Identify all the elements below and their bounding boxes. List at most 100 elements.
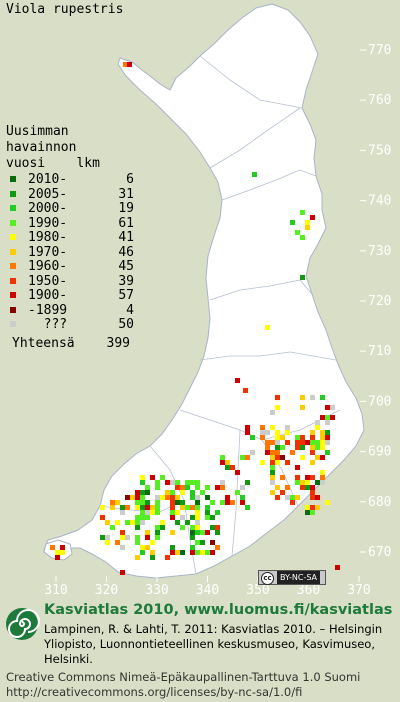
occurrence-square <box>140 505 145 510</box>
occurrence-square <box>310 510 315 515</box>
occurrence-square <box>310 430 315 435</box>
occurrence-square <box>275 455 280 460</box>
occurrence-square <box>245 505 250 510</box>
occurrence-square <box>145 485 150 490</box>
occurrence-square <box>310 215 315 220</box>
occurrence-square <box>220 485 225 490</box>
occurrence-square <box>315 455 320 460</box>
occurrence-square <box>155 485 160 490</box>
legend-total: Yhteensä 399 <box>12 336 130 351</box>
north-tick-label: 670 <box>368 545 391 560</box>
occurrence-square <box>200 530 205 535</box>
occurrence-square <box>205 485 210 490</box>
occurrence-square <box>150 555 155 560</box>
occurrence-square <box>145 515 150 520</box>
occurrence-square <box>170 480 175 485</box>
east-tick-label: 370 <box>347 583 370 598</box>
occurrence-square <box>170 490 175 495</box>
occurrence-square <box>240 500 245 505</box>
occurrence-square <box>252 172 257 177</box>
legend-count: 50 <box>118 317 134 332</box>
occurrence-square <box>295 440 300 445</box>
north-axis: 770 760 750 740 730 720 710 700 690 680 670 <box>360 43 391 560</box>
occurrence-square <box>225 465 230 470</box>
legend-header-2: havainnon <box>6 140 77 155</box>
cc-license-badge[interactable]: cc BY-NC-SA <box>258 570 326 585</box>
occurrence-square <box>325 435 330 440</box>
occurrence-square <box>60 550 65 555</box>
legend-swatch <box>10 321 16 327</box>
occurrence-square <box>295 230 300 235</box>
legend-item: 2010- 6 <box>6 172 134 187</box>
legend-label: 1990- <box>28 215 68 231</box>
legend-count: 4 <box>126 302 134 318</box>
total-label: Yhteensä <box>12 336 75 351</box>
occurrence-square <box>310 475 315 480</box>
occurrence-square <box>195 505 200 510</box>
occurrence-square <box>100 505 105 510</box>
occurrence-square <box>170 510 175 515</box>
legend-item: ??? 50 <box>6 317 134 332</box>
occurrence-square <box>265 430 270 435</box>
occurrence-square <box>190 495 195 500</box>
occurrence-square <box>140 545 145 550</box>
north-tick-label: 720 <box>368 294 391 309</box>
occurrence-square <box>285 485 290 490</box>
east-tick-label: 350 <box>246 583 269 598</box>
occurrence-square <box>210 550 215 555</box>
occurrence-square <box>275 405 280 410</box>
east-tick-label: 320 <box>95 583 118 598</box>
occurrence-square <box>300 480 305 485</box>
east-tick-label: 340 <box>196 583 219 598</box>
occurrence-square <box>310 485 315 490</box>
legend-count: 57 <box>118 288 134 303</box>
east-tick-label: 330 <box>145 583 168 598</box>
occurrence-square <box>135 525 140 530</box>
legend-label: 1950- <box>28 273 68 289</box>
occurrence-square <box>175 510 180 515</box>
occurrence-square <box>190 505 195 510</box>
occurrence-square <box>190 515 195 520</box>
occurrence-square <box>155 510 160 515</box>
occurrence-square <box>245 425 250 430</box>
footer-heading[interactable]: Kasviatlas 2010, www.luomus.fi/kasviatla… <box>44 602 393 618</box>
occurrence-square <box>210 515 215 520</box>
occurrence-square <box>180 515 185 520</box>
occurrence-square <box>155 535 160 540</box>
occurrence-square <box>125 505 130 510</box>
occurrence-square <box>320 415 325 420</box>
occurrence-square <box>285 425 290 430</box>
occurrence-square <box>135 515 140 520</box>
occurrence-square <box>320 475 325 480</box>
kasviatlas-spiral-logo-icon <box>6 608 40 640</box>
occurrence-square <box>190 530 195 535</box>
occurrence-square <box>290 450 295 455</box>
occurrence-square <box>315 480 320 485</box>
legend-item: 1900- 57 <box>6 288 134 303</box>
occurrence-square <box>310 395 315 400</box>
occurrence-square <box>215 530 220 535</box>
occurrence-square <box>195 495 200 500</box>
occurrence-square <box>120 510 125 515</box>
legend-label: -1899 <box>28 302 68 318</box>
occurrence-square <box>140 480 145 485</box>
legend-count: 39 <box>118 273 134 289</box>
occurrence-square <box>310 435 315 440</box>
occurrence-square <box>160 525 165 530</box>
legend-count: 19 <box>118 201 134 216</box>
occurrence-square <box>295 465 300 470</box>
legend-item: -1899 4 <box>6 302 134 318</box>
legend-swatch <box>10 277 16 284</box>
occurrence-square <box>155 500 160 505</box>
occurrence-square <box>170 550 175 555</box>
occurrence-square <box>160 520 165 525</box>
occurrence-square <box>185 480 190 485</box>
license-url[interactable]: http://creativecommons.org/licenses/by-n… <box>6 685 303 699</box>
occurrence-square <box>305 440 310 445</box>
occurrence-square <box>205 550 210 555</box>
occurrence-square <box>285 495 290 500</box>
occurrence-square <box>300 445 305 450</box>
occurrence-square <box>285 460 290 465</box>
occurrence-square <box>320 455 325 460</box>
